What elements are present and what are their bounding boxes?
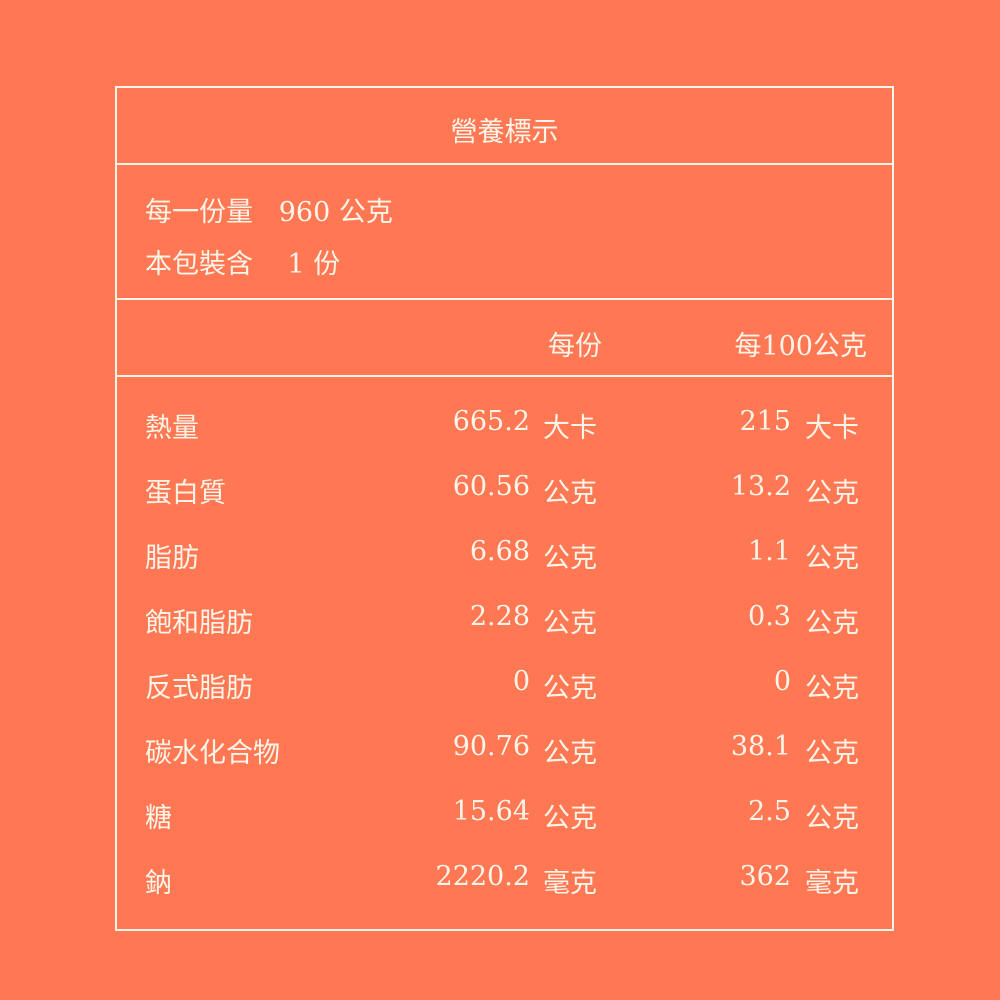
per-100g-value: 2.5 (748, 796, 791, 827)
per-100g-unit: 大卡 (805, 413, 859, 444)
nutrient-name: 糖 (145, 803, 172, 834)
servings-count-label: 本包裝含 (145, 249, 253, 280)
per-100g-value: 13.2 (730, 471, 791, 502)
header-per-serving: 每份 (548, 331, 602, 362)
nutrient-name: 熱量 (145, 413, 199, 444)
per-100g-unit: 公克 (805, 608, 859, 639)
per-100g-value: 362 (739, 861, 791, 892)
nutrient-row: 熱量 665.2 大卡 215 大卡 (117, 406, 892, 446)
nutrient-name: 鈉 (145, 868, 172, 899)
per-serving-unit: 公克 (543, 738, 597, 769)
per-serving-value: 90.76 (452, 731, 530, 762)
per-serving-unit: 大卡 (543, 413, 597, 444)
per-serving-unit: 公克 (543, 543, 597, 574)
nutrient-row: 糖 15.64 公克 2.5 公克 (117, 796, 892, 836)
per-serving-unit: 公克 (543, 608, 597, 639)
per-100g-unit: 公克 (805, 738, 859, 769)
per-serving-value: 2220.2 (435, 861, 530, 892)
divider (117, 375, 892, 377)
serving-size-label: 每一份量 (145, 197, 253, 228)
servings-count-value: 1 份 (287, 249, 341, 280)
per-100g-unit: 公克 (805, 478, 859, 509)
per-serving-unit: 公克 (543, 478, 597, 509)
per-serving-unit: 公克 (543, 673, 597, 704)
per-serving-value: 0 (512, 666, 530, 697)
nutrient-row: 脂肪 6.68 公克 1.1 公克 (117, 536, 892, 576)
per-serving-value: 2.28 (469, 601, 530, 632)
per-serving-unit: 公克 (543, 803, 597, 834)
divider (117, 298, 892, 300)
per-serving-value: 60.56 (452, 471, 530, 502)
nutrient-row: 飽和脂肪 2.28 公克 0.3 公克 (117, 601, 892, 641)
per-100g-unit: 公克 (805, 803, 859, 834)
per-100g-value: 1.1 (748, 536, 791, 567)
label-title: 營養標示 (450, 117, 559, 148)
nutrition-label: 營養標示 每一份量 960 公克 本包裝含 1 份 每份 每100公克 熱量 66… (115, 86, 894, 931)
per-serving-value: 665.2 (452, 406, 530, 437)
per-100g-unit: 公克 (805, 543, 859, 574)
nutrient-name: 反式脂肪 (145, 673, 253, 704)
per-100g-unit: 毫克 (805, 868, 859, 899)
serving-size-value: 960 公克 (278, 197, 393, 228)
per-100g-value: 215 (739, 406, 791, 437)
per-100g-value: 38.1 (730, 731, 791, 762)
nutrient-name: 蛋白質 (145, 478, 226, 509)
nutrient-name: 脂肪 (145, 543, 199, 574)
nutrient-name: 碳水化合物 (145, 738, 280, 769)
nutrient-row: 鈉 2220.2 毫克 362 毫克 (117, 861, 892, 901)
per-100g-unit: 公克 (805, 673, 859, 704)
divider (117, 163, 892, 165)
header-per-100g: 每100公克 (734, 331, 867, 362)
nutrient-name: 飽和脂肪 (145, 608, 253, 639)
servings-per-package: 本包裝含 1 份 (145, 242, 340, 281)
per-100g-value: 0.3 (748, 601, 791, 632)
nutrient-row: 反式脂肪 0 公克 0 公克 (117, 666, 892, 706)
serving-size: 每一份量 960 公克 (145, 190, 393, 229)
per-serving-unit: 毫克 (543, 868, 597, 899)
per-serving-value: 15.64 (452, 796, 530, 827)
per-100g-value: 0 (773, 666, 791, 697)
nutrient-row: 碳水化合物 90.76 公克 38.1 公克 (117, 731, 892, 771)
per-serving-value: 6.68 (469, 536, 530, 567)
nutrient-row: 蛋白質 60.56 公克 13.2 公克 (117, 471, 892, 511)
